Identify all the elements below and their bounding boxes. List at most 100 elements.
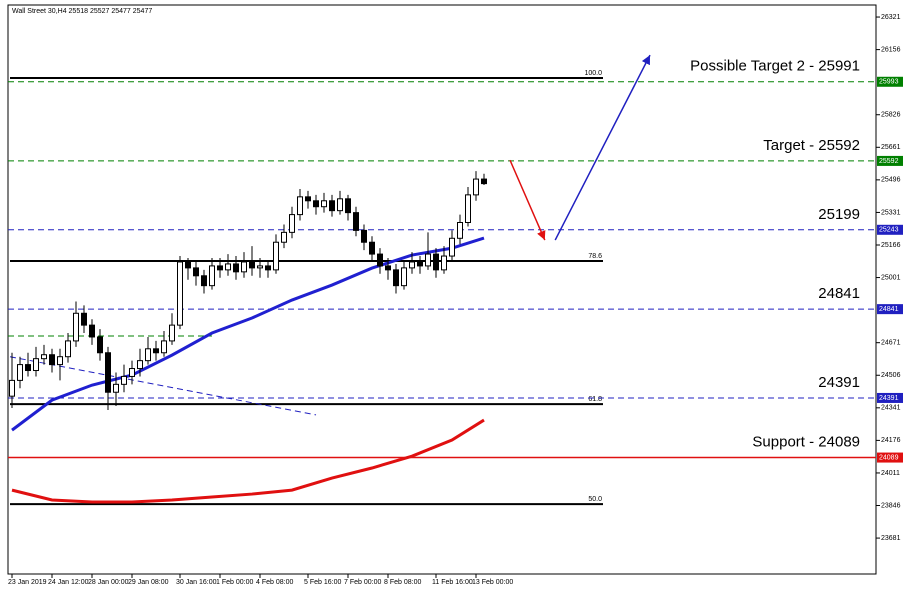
level-price: 24841 bbox=[879, 306, 899, 313]
candle-body bbox=[81, 312, 87, 326]
x-tick-label: 7 Feb 00:00 bbox=[344, 579, 381, 586]
candle-body bbox=[201, 275, 207, 287]
x-tick-label: 30 Jan 16:00 bbox=[176, 579, 217, 586]
candle-body bbox=[9, 379, 15, 397]
candle-body bbox=[17, 364, 23, 381]
candle-body bbox=[393, 269, 399, 287]
y-tick-label: 26156 bbox=[881, 46, 901, 53]
candle-body bbox=[41, 354, 47, 360]
candle-body bbox=[297, 196, 303, 216]
level-price-box bbox=[877, 76, 903, 87]
candle-body bbox=[249, 261, 255, 269]
y-tick-label: 25661 bbox=[881, 144, 901, 151]
candle-body bbox=[313, 200, 319, 208]
candle-body bbox=[481, 178, 487, 185]
y-tick-label: 24341 bbox=[881, 405, 901, 412]
x-tick-label: 11 Feb 16:00 bbox=[432, 579, 473, 586]
x-tick-label: 28 Jan 00:00 bbox=[88, 579, 129, 586]
level-price-box bbox=[877, 155, 903, 166]
x-tick-label: 29 Jan 08:00 bbox=[128, 579, 169, 586]
candle-body bbox=[113, 383, 119, 393]
candle-body bbox=[273, 241, 279, 271]
y-tick-label: 23681 bbox=[881, 535, 901, 542]
x-tick-label: 13 Feb 00:00 bbox=[472, 579, 513, 586]
candle-body bbox=[169, 324, 175, 342]
level-price: 25592 bbox=[879, 158, 899, 165]
candle-body bbox=[401, 267, 407, 287]
x-tick-label: 1 Feb 00:00 bbox=[216, 579, 253, 586]
candle-body bbox=[57, 356, 63, 366]
candle-body bbox=[89, 324, 95, 338]
chart-title: Wall Street 30,H4 25518 25527 25477 2547… bbox=[12, 8, 152, 15]
level-label: 24841 bbox=[818, 285, 860, 302]
candle-body bbox=[377, 253, 383, 267]
candle-body bbox=[73, 312, 79, 342]
candle-body bbox=[145, 348, 151, 362]
candle-body bbox=[265, 265, 271, 271]
candle-body bbox=[281, 231, 287, 243]
y-tick-label: 24176 bbox=[881, 437, 901, 444]
candle-body bbox=[193, 267, 199, 277]
candle-body bbox=[153, 348, 159, 354]
candle-body bbox=[185, 261, 191, 269]
moving-average bbox=[11, 418, 485, 504]
x-tick-label: 23 Jan 2019 bbox=[8, 579, 47, 586]
y-tick-label: 25496 bbox=[881, 177, 901, 184]
candle-body bbox=[465, 194, 471, 223]
candle-body bbox=[321, 200, 327, 208]
candle-body bbox=[137, 360, 143, 370]
candle-body bbox=[65, 340, 71, 358]
x-tick-label: 5 Feb 16:00 bbox=[304, 579, 341, 586]
candle-body bbox=[225, 263, 231, 271]
candle-body bbox=[345, 198, 351, 214]
candle-body bbox=[289, 214, 295, 233]
candle-body bbox=[49, 354, 55, 366]
candle-body bbox=[105, 352, 111, 393]
level-label: Target - 25592 bbox=[763, 137, 860, 154]
drawing bbox=[554, 54, 651, 241]
level-price-box bbox=[877, 224, 903, 235]
y-tick-label: 25166 bbox=[881, 242, 901, 249]
candle-body bbox=[217, 265, 223, 271]
x-tick-label: 24 Jan 12:00 bbox=[48, 579, 89, 586]
candle-body bbox=[433, 253, 439, 271]
fib-label: 50.0 bbox=[588, 496, 602, 503]
x-tick-label: 8 Feb 08:00 bbox=[384, 579, 421, 586]
candle-body bbox=[337, 198, 343, 212]
candle-body bbox=[129, 368, 135, 377]
y-tick-label: 23846 bbox=[881, 502, 901, 509]
candle-body bbox=[457, 221, 463, 239]
fib-label: 78.6 bbox=[588, 253, 602, 260]
level-price-box bbox=[877, 392, 903, 403]
candle-body bbox=[329, 200, 335, 212]
y-tick-label: 24011 bbox=[881, 470, 900, 477]
level-price: 24391 bbox=[879, 395, 899, 402]
candle-body bbox=[417, 261, 423, 267]
candle-body bbox=[33, 358, 39, 372]
y-tick-label: 25331 bbox=[881, 209, 901, 216]
candle-body bbox=[233, 263, 239, 273]
candle-body bbox=[241, 261, 247, 273]
level-label: Support - 24089 bbox=[752, 434, 860, 451]
level-label: Possible Target 2 - 25991 bbox=[690, 58, 860, 75]
x-tick-label: 4 Feb 08:00 bbox=[256, 579, 293, 586]
candle-body bbox=[409, 261, 415, 269]
candle-body bbox=[361, 229, 367, 243]
candle-body bbox=[425, 253, 431, 267]
y-tick-label: 24506 bbox=[881, 372, 901, 379]
candle-body bbox=[97, 336, 103, 354]
candle-body bbox=[305, 196, 311, 202]
y-tick-label: 25001 bbox=[881, 274, 901, 281]
candle-body bbox=[177, 261, 183, 326]
level-price: 24089 bbox=[879, 454, 899, 461]
drawing bbox=[509, 159, 546, 241]
candle-body bbox=[385, 265, 391, 271]
y-tick-label: 26321 bbox=[881, 14, 901, 21]
level-label: 25199 bbox=[818, 206, 860, 223]
plot-frame bbox=[7, 4, 877, 575]
candle-body bbox=[473, 178, 479, 196]
fib-label: 61.8 bbox=[588, 396, 602, 403]
fib-label: 100.0 bbox=[584, 70, 602, 77]
